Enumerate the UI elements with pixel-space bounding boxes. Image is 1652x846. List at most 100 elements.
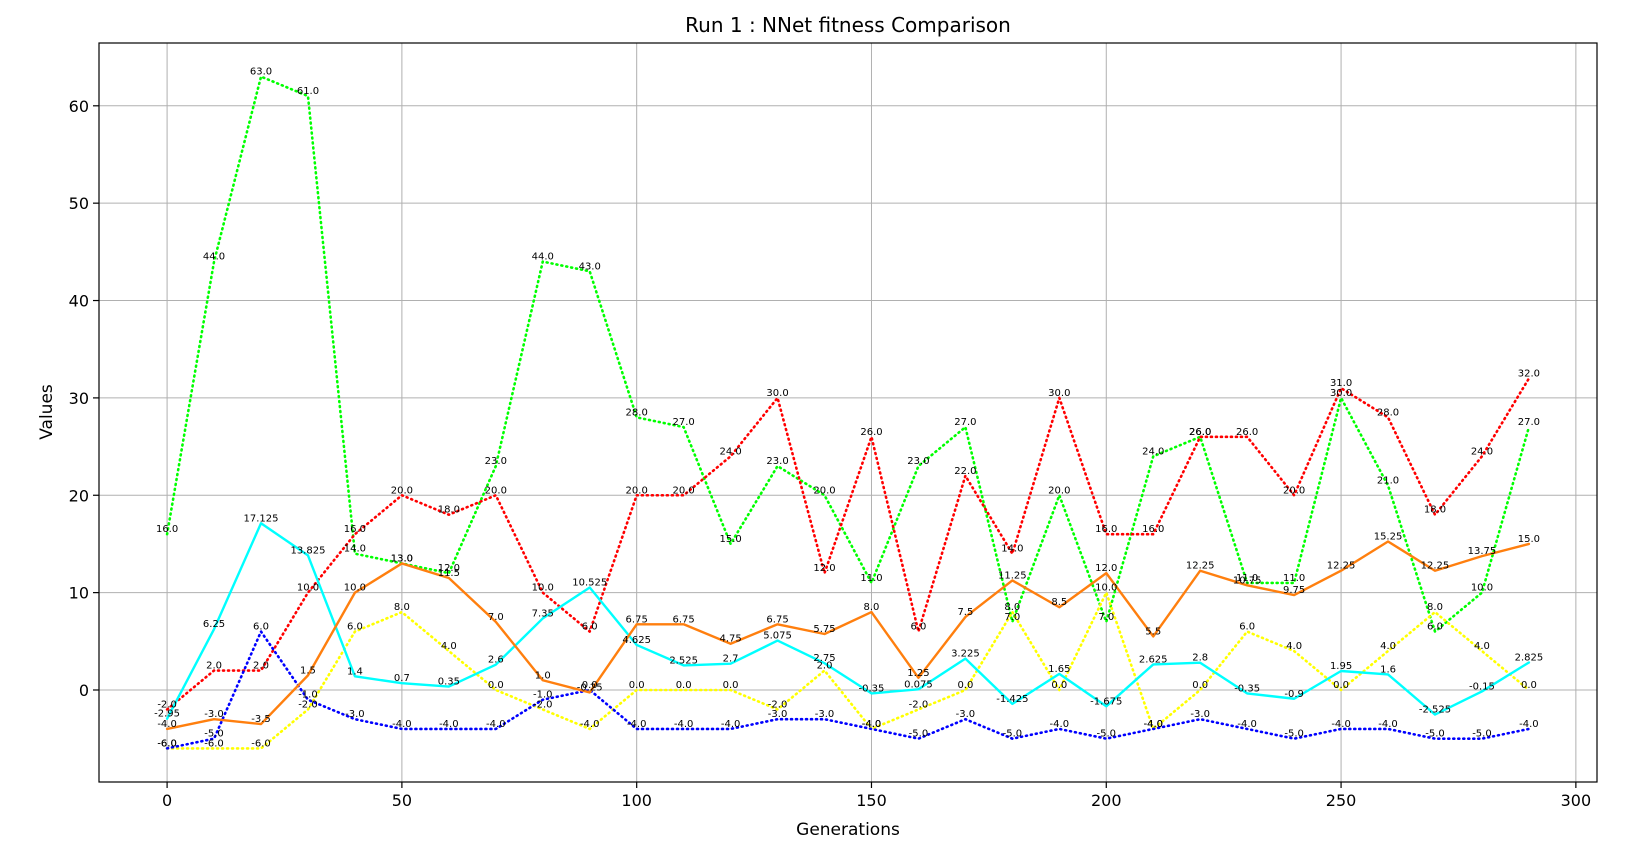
y-tick-label: 10 [69,584,89,603]
data-label: 10.75 [1233,575,1262,586]
data-label: 6.75 [626,614,648,625]
data-label: 0.0 [1051,680,1067,691]
data-label: 12.0 [813,563,835,574]
data-label: 16.0 [1142,524,1164,535]
data-label: -4.0 [674,719,694,730]
data-label: -4.0 [1050,719,1070,730]
data-label: 28.0 [1377,407,1399,418]
data-label: 16.0 [1095,524,1117,535]
data-label: 24.0 [1142,446,1164,457]
data-label: 20.0 [391,485,413,496]
data-label: 1.0 [535,670,551,681]
grid-lines [99,43,1597,782]
data-label: 9.75 [1283,585,1305,596]
data-label: 2.6 [488,655,504,666]
data-label: 11.0 [860,573,882,584]
y-tick-label: 60 [69,97,89,116]
data-label: -4.0 [1378,719,1398,730]
data-label: 5.075 [763,631,792,642]
data-label: 43.0 [579,261,601,272]
data-label: 30.0 [1330,388,1352,399]
data-label: 30.0 [766,388,788,399]
data-label: -4.0 [486,719,506,730]
data-label: 24.0 [719,446,741,457]
data-label: 7.0 [1098,612,1114,623]
data-label: 20.0 [485,485,507,496]
data-label: -0.25 [577,682,603,693]
data-label: -0.9 [1284,689,1304,700]
x-tick-label: 300 [1561,791,1592,810]
data-label: 20.0 [673,485,695,496]
data-label: 6.0 [910,622,926,633]
data-label: 2.0 [253,661,269,672]
data-label: -6.0 [157,738,177,749]
data-label: 5.5 [1145,626,1161,637]
data-label: -2.0 [533,699,553,710]
data-label: -3.0 [204,709,224,720]
data-label: 4.625 [622,635,651,646]
data-label: 13.0 [391,553,413,564]
data-label: 6.75 [766,614,788,625]
data-label: 5.75 [813,624,835,635]
data-label: 0.0 [676,680,692,691]
data-label: -4.0 [392,719,412,730]
data-label: 4.0 [1380,641,1396,652]
data-label: -0.35 [859,683,885,694]
data-label: -2.0 [768,699,788,710]
data-label: 28.0 [626,407,648,418]
data-label: 18.0 [438,505,460,516]
data-label: 11.25 [998,570,1027,581]
data-label: -4.0 [157,719,177,730]
data-label: 10.0 [532,583,554,594]
data-label: -1.0 [533,690,553,701]
data-label: -5.0 [1472,729,1492,740]
data-label: 11.0 [1283,573,1305,584]
data-label: -6.0 [251,738,271,749]
data-label: -3.0 [768,709,788,720]
data-label: -5.0 [909,729,929,740]
data-label: -4.0 [862,719,882,730]
data-label: 17.125 [244,513,279,524]
data-label: 16.0 [344,524,366,535]
data-label: 18.0 [1424,505,1446,516]
data-label: 16.0 [156,524,178,535]
data-label: 6.0 [253,622,269,633]
data-label: 7.35 [532,608,554,619]
data-label: -5.0 [1284,729,1304,740]
data-label: 4.0 [1474,641,1490,652]
data-label: 1.65 [1048,664,1070,675]
data-label: 2.625 [1139,654,1168,665]
data-label: 20.0 [1048,485,1070,496]
y-tick-label: 0 [79,681,89,700]
data-label: 3.225 [951,649,980,660]
data-label: 31.0 [1330,378,1352,389]
data-label: -5.0 [1425,729,1445,740]
data-label: 2.525 [669,655,698,666]
data-label: 20.0 [1283,485,1305,496]
data-label: 0.0 [629,680,645,691]
data-label: 10.0 [297,583,319,594]
y-axis-label: Values [37,384,57,440]
data-label: 4.75 [719,634,741,645]
data-label: 63.0 [250,67,272,78]
data-label: -2.0 [909,699,929,710]
data-label: 24.0 [1471,446,1493,457]
data-label: 23.0 [907,456,929,467]
data-label: 27.0 [673,417,695,428]
chart-title: Run 1 : NNet fitness Comparison [685,13,1011,37]
data-label: -1.0 [298,690,318,701]
data-label: 7.0 [488,612,504,623]
data-label: 0.35 [438,677,460,688]
data-label: 2.75 [813,653,835,664]
data-label: -2.0 [298,699,318,710]
data-label: 61.0 [297,86,319,97]
data-labels: 16.0 44.0 63.0 61.0 14.0 13.0 12.0 23.0 44.0 43.0… [154,67,1543,750]
data-label: 6.0 [1427,622,1443,633]
series-line-2 [165,377,1531,711]
data-label: 26.0 [1189,427,1211,438]
data-label: 2.825 [1515,652,1544,663]
data-label: 44.0 [203,252,225,263]
data-label: -0.35 [1234,683,1260,694]
data-label: -4.0 [1519,719,1539,730]
data-label: 23.0 [485,456,507,467]
